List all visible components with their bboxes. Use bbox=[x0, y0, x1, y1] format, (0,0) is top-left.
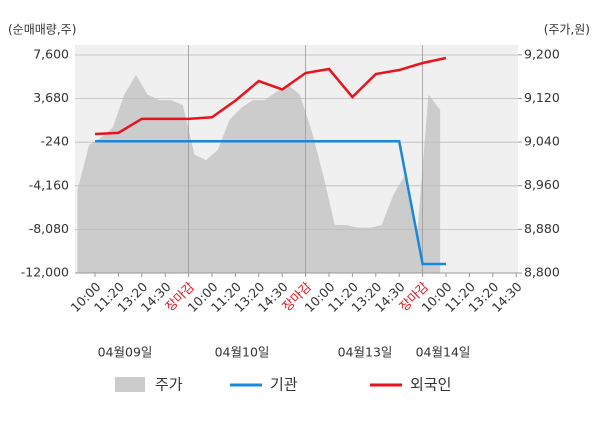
y-tick-label: -8,080 bbox=[29, 221, 69, 236]
legend-swatch bbox=[115, 377, 145, 392]
y2-tick-label: 9,200 bbox=[524, 46, 560, 61]
y2-tick-label: 9,040 bbox=[524, 134, 560, 149]
y2-tick-label: 8,800 bbox=[524, 265, 560, 280]
series-line bbox=[94, 56, 447, 136]
legend-label: 기관 bbox=[270, 376, 298, 394]
y-axis-label: (순매매량,주) bbox=[8, 23, 76, 37]
y-tick-label: 7,600 bbox=[33, 47, 69, 62]
y-tick-label: -240 bbox=[41, 134, 69, 149]
y2-axis-label: (주가,원) bbox=[544, 23, 590, 37]
date-label: 04월13일 bbox=[338, 345, 393, 360]
y2-tick-label: 8,880 bbox=[524, 221, 560, 236]
legend-label: 외국인 bbox=[410, 376, 451, 394]
y2-tick-label: 9,120 bbox=[524, 90, 560, 105]
y-tick-label: 3,680 bbox=[33, 90, 69, 105]
y-tick-label: -4,160 bbox=[29, 177, 69, 192]
y-tick-label: -12,000 bbox=[21, 265, 69, 280]
price-area bbox=[77, 75, 441, 273]
series-line bbox=[95, 139, 446, 266]
date-label: 04월10일 bbox=[215, 345, 270, 360]
date-label: 04월09일 bbox=[98, 345, 153, 360]
date-label: 04월14일 bbox=[416, 345, 471, 360]
y2-tick-label: 8,960 bbox=[524, 177, 560, 192]
legend-label: 주가 bbox=[155, 376, 183, 394]
